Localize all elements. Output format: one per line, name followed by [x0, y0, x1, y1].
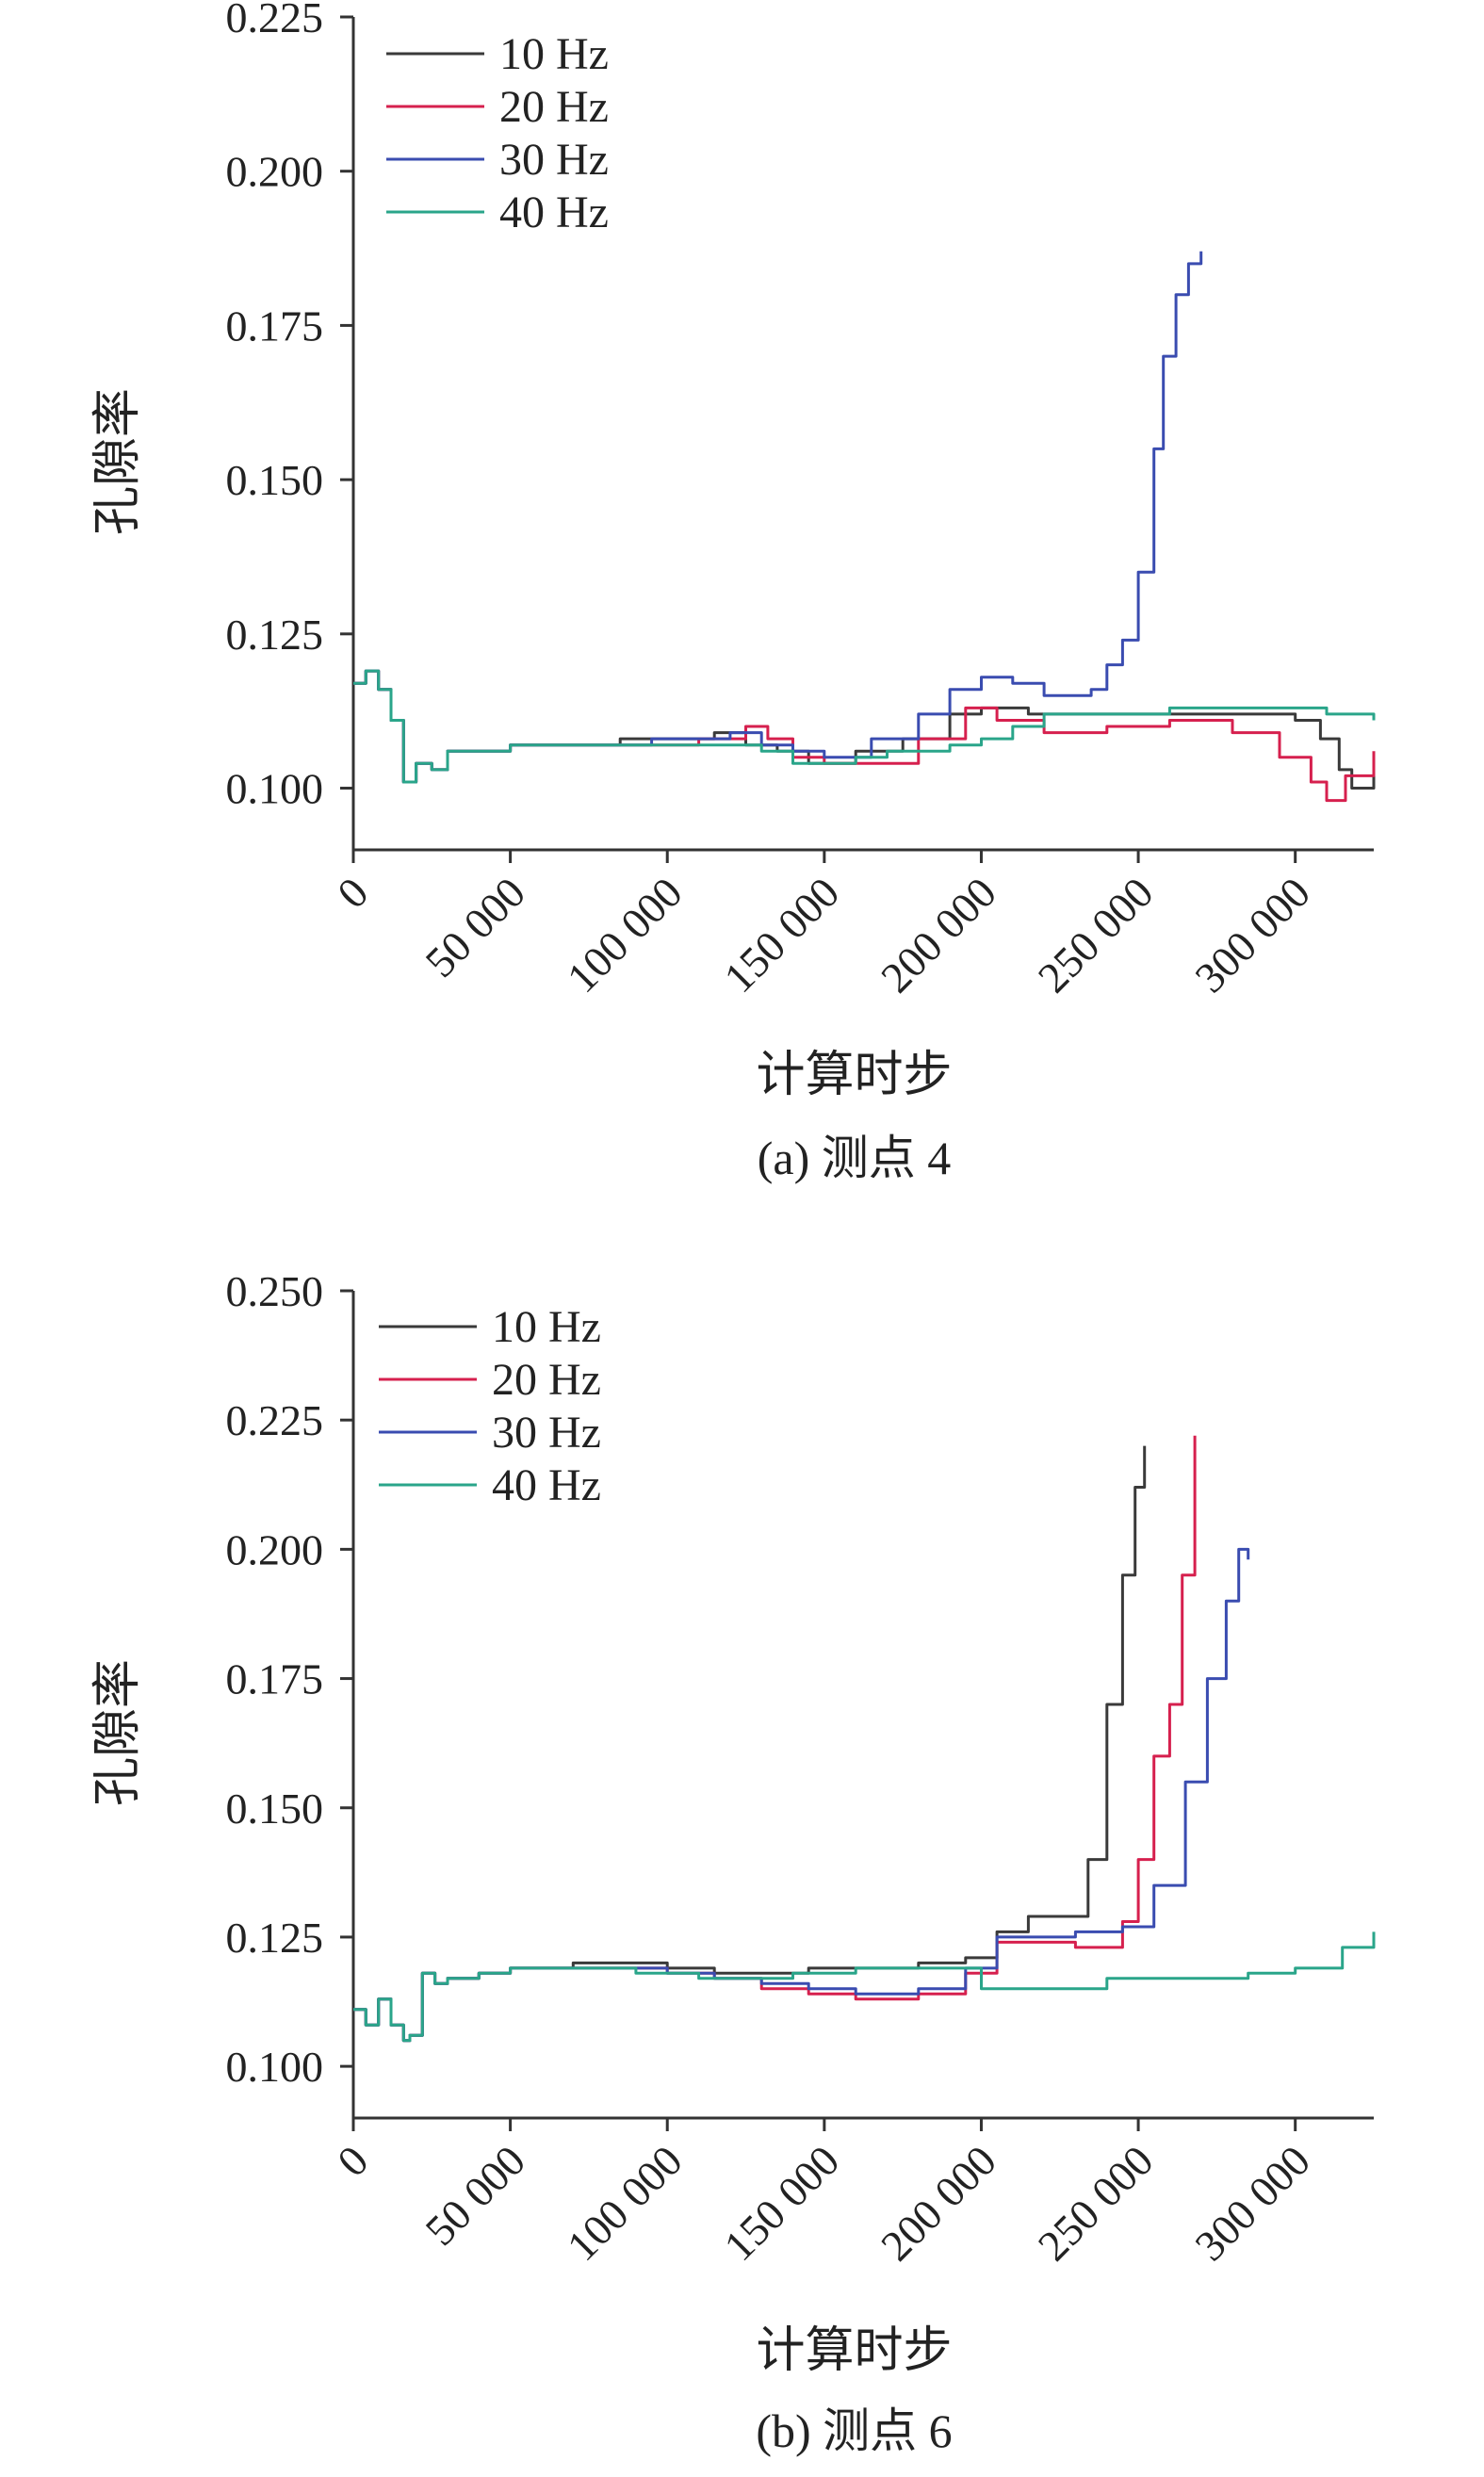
x-tick-label: 0 [328, 868, 377, 917]
y-axis-title: 孔隙率 [91, 388, 145, 535]
series-line-10-hz [353, 1445, 1147, 2043]
y-tick-label: 0.150 [226, 1784, 324, 1833]
y-tick-label: 0.250 [226, 1267, 324, 1315]
panel-caption: (b) 测点 6 [756, 2404, 952, 2457]
x-axis-title: 计算时步 [756, 2324, 952, 2378]
panel-caption: (a) 测点 4 [758, 1132, 952, 1184]
chart-panel-b: 0.100 0.125 0.150 0.175 0.200 0.225 0.250 0 50 0… [91, 1267, 1376, 2457]
series-line-40-hz [353, 669, 1376, 784]
legend-label: 30 Hz [499, 135, 609, 185]
legend-label: 30 Hz [492, 1408, 601, 1458]
x-tick-label: 150 000 [715, 868, 849, 1002]
legend-label: 20 Hz [492, 1355, 601, 1405]
x-tick-label: 50 000 [416, 868, 535, 986]
legend-label: 20 Hz [499, 82, 609, 132]
legend-label: 10 Hz [499, 29, 609, 79]
y-tick-label: 0.200 [226, 1525, 324, 1573]
x-tick-label: 250 000 [1029, 2136, 1163, 2270]
x-axis-title: 计算时步 [756, 1049, 952, 1102]
y-tick-label: 0.125 [226, 1914, 324, 1962]
series-line-30-hz [353, 251, 1203, 784]
series-line-20-hz [353, 669, 1376, 803]
y-axis-title: 孔隙率 [91, 1659, 145, 1806]
x-tick-label: 100 000 [558, 2136, 692, 2270]
x-tick-label: 150 000 [715, 2136, 849, 2270]
x-tick-label: 200 000 [872, 868, 1005, 1002]
y-tick-label: 0.100 [226, 765, 324, 813]
series-line-10-hz [353, 669, 1376, 790]
x-tick-label: 300 000 [1185, 2136, 1319, 2270]
y-tick-label: 0.150 [226, 456, 324, 504]
series-line-20-hz [353, 1435, 1197, 2043]
x-tick-label: 0 [328, 2136, 377, 2185]
chart-panel-a: 0.100 0.125 0.150 0.175 0.200 0.225 0 50 000 100… [91, 0, 1376, 1184]
series-line-30-hz [353, 1547, 1250, 2043]
x-tick-label: 100 000 [558, 868, 692, 1002]
y-tick-label: 0.200 [226, 148, 324, 196]
y-tick-label: 0.175 [226, 1655, 324, 1703]
y-tick-label: 0.175 [226, 301, 324, 350]
y-tick-label: 0.225 [226, 1396, 324, 1444]
series-line-40-hz [353, 1931, 1376, 2043]
y-tick-label: 0.125 [226, 611, 324, 659]
x-tick-label: 50 000 [416, 2136, 535, 2255]
x-tick-label: 200 000 [872, 2136, 1005, 2270]
legend-label: 40 Hz [492, 1460, 601, 1510]
x-tick-label: 300 000 [1185, 868, 1319, 1002]
y-tick-label: 0.100 [226, 2043, 324, 2091]
y-tick-label: 0.225 [226, 0, 324, 41]
legend-label: 40 Hz [499, 187, 609, 237]
x-tick-label: 250 000 [1029, 868, 1163, 1002]
legend-label: 10 Hz [492, 1302, 601, 1352]
